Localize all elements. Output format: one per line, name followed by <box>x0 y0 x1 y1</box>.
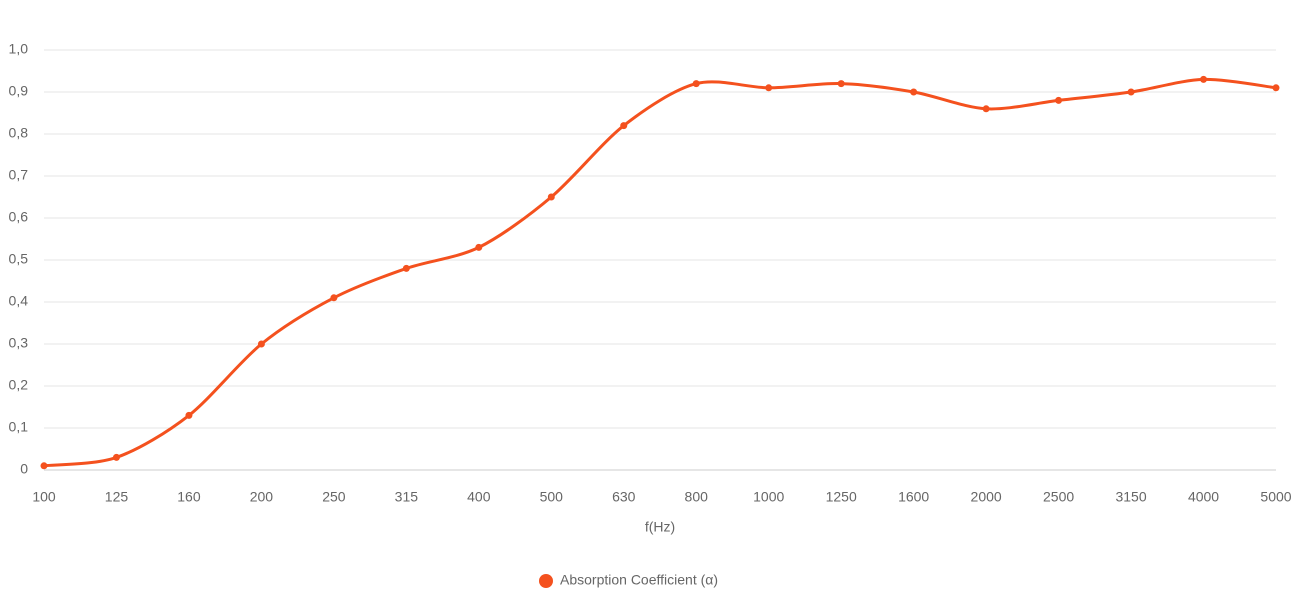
y-tick-label: 0,3 <box>9 335 29 351</box>
point <box>910 88 918 96</box>
y-tick-label: 0,8 <box>9 125 29 141</box>
x-tick-label: 1600 <box>898 489 929 505</box>
x-tick-label: 500 <box>540 489 564 505</box>
point <box>402 264 410 272</box>
x-tick-label: 400 <box>467 489 491 505</box>
y-tick-label: 1,0 <box>9 41 29 57</box>
x-tick-label: 160 <box>177 489 201 505</box>
point <box>765 84 773 92</box>
x-tick-label: 315 <box>395 489 419 505</box>
point <box>547 193 555 201</box>
x-axis-label: f(Hz) <box>645 519 675 535</box>
y-tick-label: 0,1 <box>9 419 29 435</box>
point <box>257 340 265 348</box>
point <box>112 453 120 461</box>
point <box>982 105 990 113</box>
x-tick-label: 5000 <box>1260 489 1291 505</box>
legend-label: Absorption Coefficient (α) <box>560 572 718 588</box>
point <box>692 80 700 88</box>
x-tick-label: 250 <box>322 489 346 505</box>
x-tick-label: 1250 <box>826 489 857 505</box>
x-tick-label: 2000 <box>971 489 1002 505</box>
y-tick-label: 0,2 <box>9 377 29 393</box>
point <box>475 243 483 251</box>
y-tick-label: 0,7 <box>9 167 29 183</box>
legend-marker <box>539 574 553 588</box>
series-line <box>43 77 1277 468</box>
y-tick-label: 0,6 <box>9 209 29 225</box>
y-tick-label: 0,4 <box>9 293 29 309</box>
point <box>837 80 845 88</box>
y-tick-label: 0 <box>20 461 28 477</box>
point <box>620 122 628 130</box>
y-tick-label: 0,9 <box>9 83 29 99</box>
point <box>1200 75 1208 83</box>
point <box>40 462 48 470</box>
point <box>330 294 338 302</box>
x-tick-label: 200 <box>250 489 274 505</box>
point <box>1055 96 1063 104</box>
x-tick-label: 800 <box>685 489 709 505</box>
point <box>185 411 193 419</box>
x-tick-label: 1000 <box>753 489 784 505</box>
y-tick-label: 0,5 <box>9 251 29 267</box>
point <box>1272 84 1280 92</box>
x-tick-label: 125 <box>105 489 129 505</box>
x-tick-label: 630 <box>612 489 636 505</box>
point <box>1127 88 1135 96</box>
x-tick-label: 4000 <box>1188 489 1219 505</box>
x-tick-label: 3150 <box>1115 489 1146 505</box>
x-tick-label: 2500 <box>1043 489 1074 505</box>
x-tick-label: 100 <box>32 489 56 505</box>
